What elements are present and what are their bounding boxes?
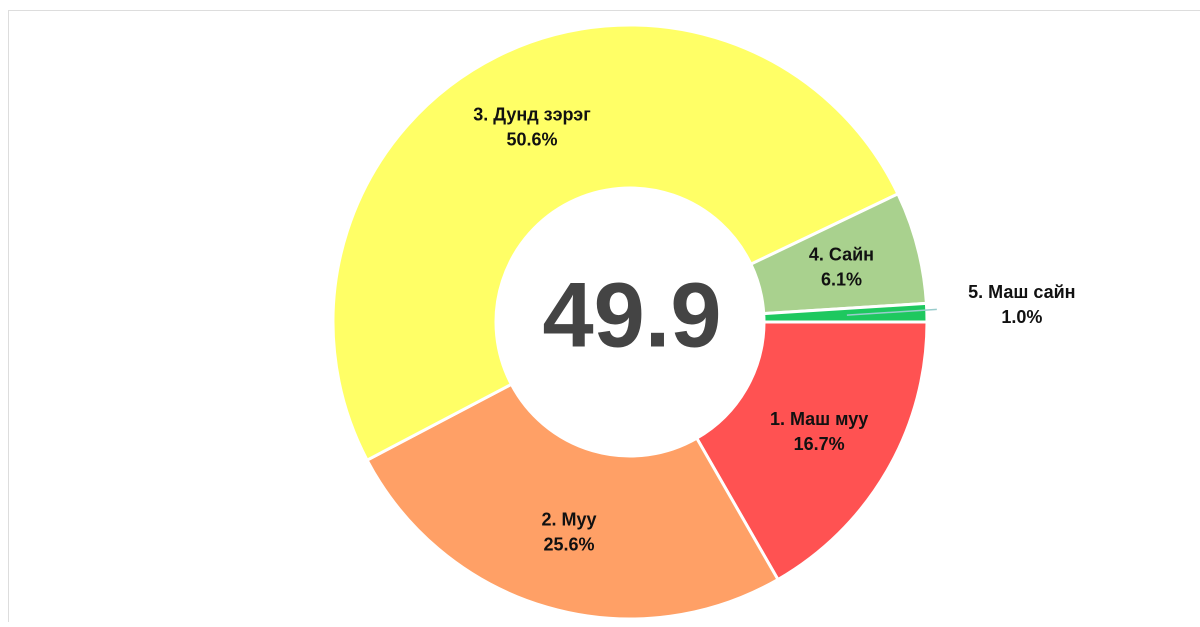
slice-value-label: 25.6% bbox=[544, 535, 595, 555]
slice-label: 3. Дунд зэрэг bbox=[473, 104, 591, 124]
slice-value-label: 16.7% bbox=[794, 434, 845, 454]
slice-label: 1. Маш муу bbox=[770, 409, 868, 429]
slice-value-label: 50.6% bbox=[507, 129, 558, 149]
center-value: 49.9 bbox=[542, 264, 721, 366]
slice-label: 5. Маш сайн bbox=[968, 282, 1075, 302]
slice-label: 2. Муу bbox=[542, 510, 597, 530]
slice-value-label: 1.0% bbox=[1001, 307, 1042, 327]
slice-value-label: 6.1% bbox=[821, 270, 862, 290]
slice-label: 4. Сайн bbox=[809, 245, 874, 265]
